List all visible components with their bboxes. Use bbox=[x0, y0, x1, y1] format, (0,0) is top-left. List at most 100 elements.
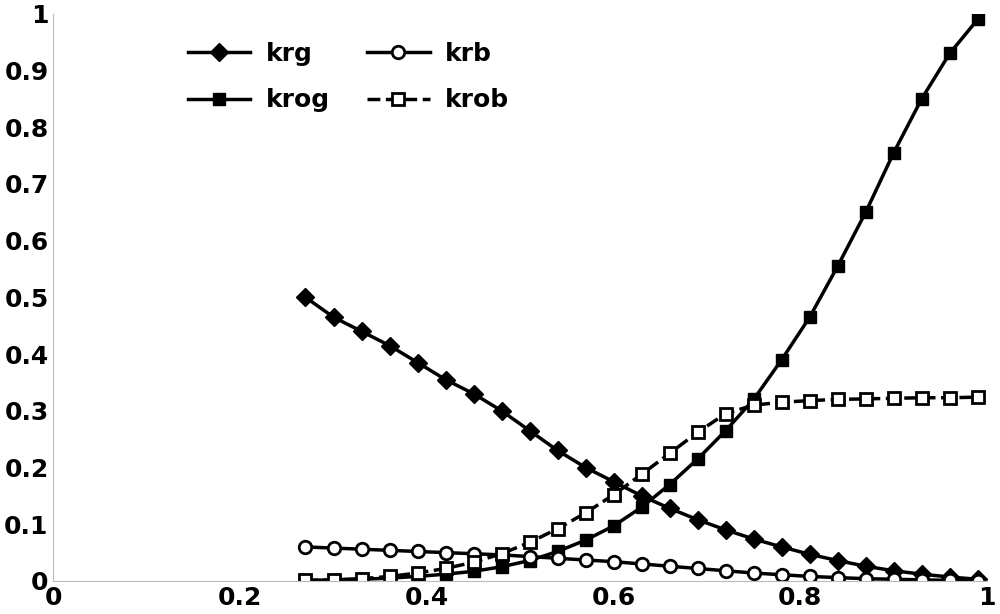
krb bbox=[804, 573, 816, 580]
krob bbox=[804, 397, 816, 404]
krog bbox=[552, 548, 564, 555]
krob bbox=[944, 394, 956, 402]
krog bbox=[776, 356, 788, 363]
krg bbox=[328, 314, 340, 321]
krob bbox=[440, 565, 452, 572]
krb bbox=[328, 545, 340, 552]
krg bbox=[888, 567, 900, 575]
krb bbox=[860, 575, 872, 583]
krog bbox=[748, 396, 760, 403]
krb bbox=[944, 577, 956, 584]
krog bbox=[916, 95, 928, 103]
krog bbox=[804, 314, 816, 321]
krg bbox=[860, 562, 872, 570]
krob bbox=[412, 569, 424, 577]
krog bbox=[692, 456, 704, 463]
Line: krb: krb bbox=[299, 541, 984, 587]
krob bbox=[468, 559, 480, 566]
krob bbox=[384, 573, 396, 580]
krog bbox=[468, 568, 480, 575]
krog bbox=[412, 573, 424, 580]
krb bbox=[916, 576, 928, 583]
krob bbox=[299, 577, 311, 584]
krg bbox=[664, 505, 676, 512]
krob bbox=[552, 525, 564, 532]
krg bbox=[440, 376, 452, 383]
krb bbox=[524, 553, 536, 560]
krb bbox=[384, 546, 396, 554]
krg bbox=[832, 557, 844, 564]
krob bbox=[832, 396, 844, 403]
krog bbox=[608, 523, 620, 530]
krob bbox=[608, 491, 620, 499]
Line: krg: krg bbox=[299, 291, 984, 586]
krob bbox=[748, 402, 760, 409]
Line: krog: krog bbox=[299, 13, 984, 586]
krg bbox=[468, 390, 480, 397]
krb bbox=[888, 575, 900, 583]
krg bbox=[916, 570, 928, 578]
krog bbox=[440, 570, 452, 578]
Line: krob: krob bbox=[299, 391, 984, 586]
krog bbox=[299, 577, 311, 584]
krog bbox=[384, 575, 396, 582]
krg bbox=[692, 516, 704, 523]
krog bbox=[636, 503, 648, 511]
krg bbox=[720, 526, 732, 534]
krob bbox=[524, 538, 536, 546]
krg bbox=[524, 427, 536, 434]
krb bbox=[608, 558, 620, 565]
krb bbox=[356, 545, 368, 553]
krob bbox=[916, 394, 928, 402]
krg bbox=[748, 535, 760, 543]
krog bbox=[860, 209, 872, 216]
krg bbox=[608, 478, 620, 486]
krb bbox=[412, 548, 424, 555]
krob bbox=[664, 449, 676, 457]
Legend: krg, krog, krb, krob: krg, krog, krb, krob bbox=[178, 32, 519, 122]
krb bbox=[440, 549, 452, 556]
krb bbox=[972, 577, 984, 585]
krb bbox=[552, 554, 564, 562]
krg bbox=[384, 342, 396, 349]
krg bbox=[412, 359, 424, 366]
krog bbox=[664, 481, 676, 488]
krg bbox=[299, 293, 311, 301]
krog bbox=[580, 537, 592, 544]
krob bbox=[328, 576, 340, 583]
krb bbox=[776, 571, 788, 578]
krog bbox=[328, 576, 340, 583]
krog bbox=[496, 563, 508, 570]
krg bbox=[972, 575, 984, 583]
krg bbox=[496, 407, 508, 414]
krg bbox=[804, 551, 816, 558]
krog bbox=[832, 262, 844, 270]
krg bbox=[356, 328, 368, 335]
krb bbox=[748, 569, 760, 577]
krb bbox=[636, 560, 648, 567]
krg bbox=[580, 464, 592, 471]
krb bbox=[692, 565, 704, 572]
krob bbox=[888, 395, 900, 402]
krog bbox=[944, 50, 956, 57]
krog bbox=[888, 149, 900, 157]
krob bbox=[776, 398, 788, 406]
krog bbox=[356, 575, 368, 583]
krg bbox=[776, 543, 788, 551]
krob bbox=[356, 575, 368, 583]
krob bbox=[496, 550, 508, 558]
krg bbox=[944, 573, 956, 581]
krg bbox=[636, 492, 648, 500]
krob bbox=[692, 429, 704, 436]
krb bbox=[496, 551, 508, 559]
krg bbox=[552, 447, 564, 454]
krob bbox=[860, 395, 872, 403]
krog bbox=[524, 557, 536, 564]
krog bbox=[720, 427, 732, 434]
krb bbox=[720, 567, 732, 575]
krb bbox=[299, 543, 311, 551]
krob bbox=[580, 509, 592, 516]
krob bbox=[720, 410, 732, 418]
krob bbox=[972, 394, 984, 401]
krob bbox=[636, 471, 648, 478]
